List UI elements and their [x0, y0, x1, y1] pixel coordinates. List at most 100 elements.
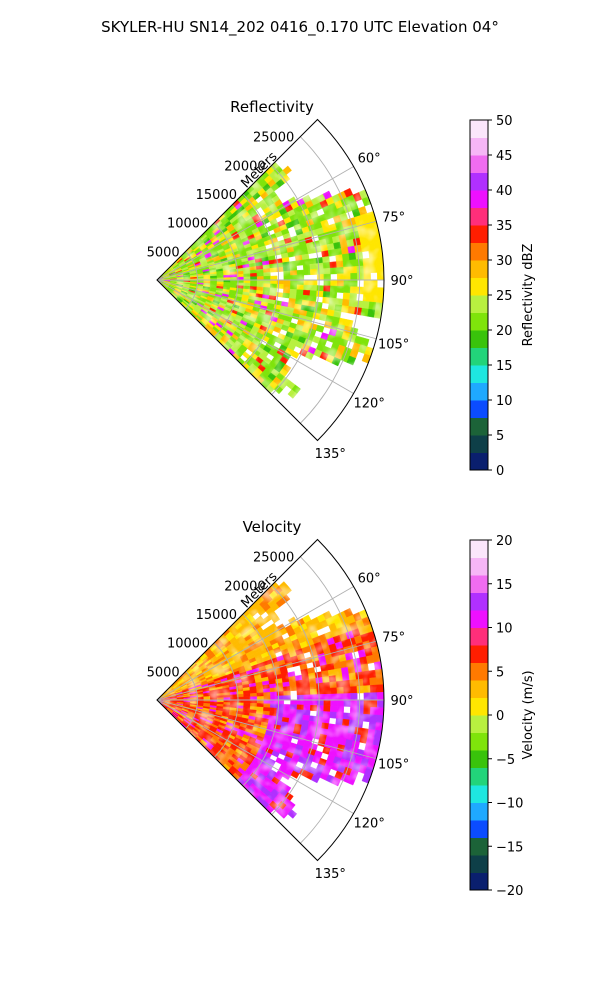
panel-title: Reflectivity: [230, 98, 314, 116]
azimuth-tick-label: 135°: [315, 447, 346, 462]
azimuth-tick-label: 105°: [378, 337, 409, 352]
azimuth-tick-label: 60°: [358, 572, 381, 587]
colorbar-bin: [470, 260, 488, 278]
colorbar-tick-label: 25: [496, 289, 513, 304]
range-tick-label: 25000: [253, 551, 294, 566]
colorbar-tick-label: −10: [496, 797, 523, 812]
panel-title: Velocity: [243, 518, 302, 536]
range-tick-label: 10000: [167, 217, 208, 232]
colorbar-bin: [470, 417, 488, 436]
colorbar-bin: [470, 242, 488, 261]
azimuth-grid-line: [156, 279, 377, 340]
azimuth-grid-line: [156, 220, 377, 281]
colorbar-tick-label: 15: [496, 578, 513, 593]
colorbar-bin: [470, 575, 488, 593]
colorbar-bin: [470, 557, 488, 576]
colorbar-bin: [470, 767, 488, 786]
colorbar-bin: [470, 155, 488, 173]
colorbar-bin: [470, 837, 488, 856]
colorbar-tick-label: 10: [496, 394, 513, 409]
azimuth-grid-line: [156, 699, 354, 814]
colorbar-bin: [470, 172, 488, 191]
azimuth-tick-label: 135°: [315, 867, 346, 882]
colorbar-bin: [470, 365, 488, 383]
sector-frame: [155, 538, 385, 862]
colorbar-bin: [470, 645, 488, 663]
azimuth-tick-label: 105°: [378, 757, 409, 772]
colorbar-tick-label: 0: [496, 709, 504, 724]
azimuth-tick-label: 90°: [390, 274, 413, 289]
azimuth-tick-label: 90°: [390, 694, 413, 709]
colorbar: −20 −15 −10 −5 0 5 10 15 20 Velocity (m/s): [469, 534, 536, 899]
colorbar-tick-label: 35: [496, 219, 513, 234]
range-tick-label: 20000: [224, 579, 265, 594]
colorbar-bin: [470, 627, 488, 646]
range-tick-label: 20000: [224, 159, 265, 174]
colorbar-tick-label: 10: [496, 622, 513, 637]
colorbar-bin: [470, 750, 488, 768]
colorbar-bin: [470, 295, 488, 313]
colorbar-bin: [470, 610, 488, 628]
colorbar-tick-label: −15: [496, 840, 523, 855]
colorbar-bin: [470, 190, 488, 208]
azimuth-tick-label: 120°: [354, 397, 385, 412]
colorbar-bin: [470, 452, 488, 471]
colorbar-tick-label: 20: [496, 324, 513, 339]
colorbar-tick-label: 15: [496, 359, 513, 374]
colorbar-bin: [470, 207, 488, 226]
colorbar-bin: [470, 347, 488, 366]
colorbar-bin: [470, 312, 488, 331]
colorbar-tick-label: 40: [496, 184, 513, 199]
azimuth-grid-line: [156, 699, 377, 760]
colorbar-tick-label: 50: [496, 114, 513, 129]
colorbar-bin: [470, 785, 488, 803]
colorbar-bin: [470, 872, 488, 891]
colorbar-label: Velocity (m/s): [521, 670, 536, 759]
colorbar-bin: [470, 715, 488, 733]
azimuth-grid-line: [156, 279, 354, 394]
colorbar-bin: [470, 330, 488, 348]
colorbar: 0 5 10 15 20 25 30 35 40 45 50 Reflectivity dBZ: [469, 114, 536, 479]
colorbar-bin: [470, 855, 488, 873]
colorbar-bin: [470, 697, 488, 716]
colorbar-bin: [470, 120, 488, 138]
colorbar-bin: [470, 382, 488, 401]
colorbar-bin: [470, 137, 488, 156]
colorbar-tick-label: 20: [496, 534, 513, 549]
azimuth-tick-label: 60°: [358, 152, 381, 167]
colorbar-tick-label: −20: [496, 884, 523, 899]
colorbar-bin: [470, 802, 488, 821]
colorbar-tick-label: 45: [496, 149, 513, 164]
azimuth-grid-line: [156, 640, 377, 701]
azimuth-tick-label: 120°: [354, 817, 385, 832]
colorbar-label: Reflectivity dBZ: [521, 244, 536, 347]
range-tick-label: 5000: [147, 245, 180, 260]
range-tick-label: 15000: [196, 188, 237, 203]
colorbar-tick-label: 30: [496, 254, 513, 269]
azimuth-grid-line: [156, 586, 354, 701]
azimuth-tick-label: 75°: [382, 211, 405, 226]
azimuth-grid-line: [156, 166, 354, 281]
colorbar-bin: [470, 662, 488, 681]
range-tick-label: 15000: [196, 608, 237, 623]
colorbar-tick-label: 5: [496, 665, 504, 680]
colorbar-bin: [470, 435, 488, 453]
sector-frame: [155, 118, 385, 442]
colorbar-bin: [470, 400, 488, 418]
range-tick-label: 25000: [253, 131, 294, 146]
colorbar-tick-label: 5: [496, 429, 504, 444]
colorbar-tick-label: 0: [496, 464, 504, 479]
colorbar-bin: [470, 540, 488, 558]
range-tick-label: 10000: [167, 637, 208, 652]
colorbar-tick-label: −5: [496, 753, 515, 768]
colorbar-bin: [470, 732, 488, 751]
figure-title: SKYLER-HU SN14_202 0416_0.170 UTC Elevat…: [101, 18, 499, 37]
reflectivity-panel: Reflectivity500010000150002000025000Mete…: [147, 98, 536, 479]
colorbar-bin: [470, 592, 488, 611]
colorbar-bin: [470, 680, 488, 698]
colorbar-bin: [470, 820, 488, 838]
colorbar-bin: [470, 225, 488, 243]
colorbar-bin: [470, 277, 488, 296]
